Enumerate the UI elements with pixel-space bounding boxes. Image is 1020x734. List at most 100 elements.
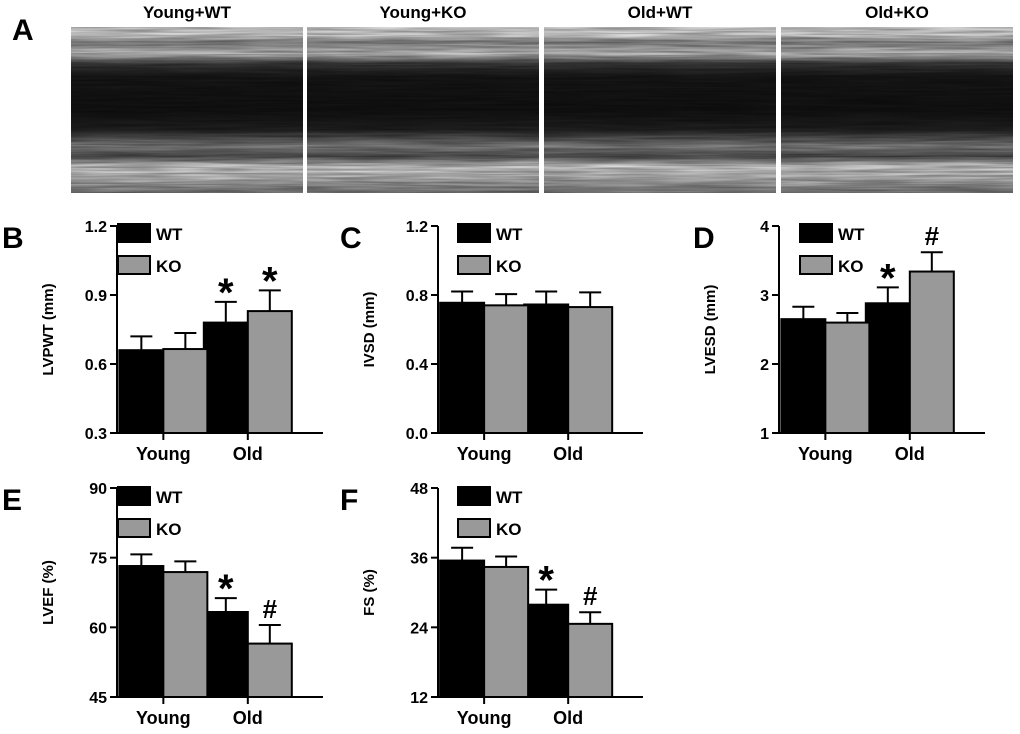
x-tick-label-d-old: Old bbox=[895, 444, 925, 464]
bar-d-wt-young bbox=[780, 318, 827, 434]
bar-charts: B LVPWT (mm) * * 0.3 0.6 0.9 1.2 Young Old WT KO C IV… bbox=[2, 219, 985, 728]
legend-swatch-e-wt bbox=[117, 486, 151, 506]
bar-f-wt-old bbox=[523, 603, 570, 698]
legend-label-b-wt: WT bbox=[156, 225, 183, 244]
x-tick-label-f-young: Young bbox=[457, 708, 512, 728]
bar-b-ko-old bbox=[246, 310, 293, 435]
bar-e-wt-old bbox=[202, 611, 249, 698]
panel-letter-a: A bbox=[12, 14, 34, 47]
bar-c-ko-old bbox=[567, 306, 614, 435]
chart-d: D LVESD (mm) * #1 2 3 4 Young Old WT KO bbox=[693, 219, 985, 464]
legend-swatch-b-wt bbox=[117, 223, 151, 243]
y-axis-label-f: FS (%) bbox=[361, 569, 378, 616]
panel-a-title-young-ko: Young+KO bbox=[379, 3, 466, 22]
chart-b: B LVPWT (mm) * * 0.3 0.6 0.9 1.2 Young Old WT KO bbox=[2, 219, 323, 464]
y-tick-label-c: 0.4 bbox=[406, 357, 428, 374]
y-tick-label-c: 1.2 bbox=[406, 219, 428, 236]
y-axis-label-b: LVPWT (mm) bbox=[40, 283, 57, 375]
legend-swatch-c-ko bbox=[457, 255, 491, 275]
y-tick-label-e: 90 bbox=[89, 481, 107, 498]
bar-f-ko-old bbox=[567, 622, 614, 698]
significance-f-ko: # bbox=[583, 581, 598, 611]
mmode-image-young-ko bbox=[307, 27, 539, 193]
x-tick-label-b-young: Young bbox=[136, 444, 191, 464]
x-tick-label-e-old: Old bbox=[233, 708, 263, 728]
y-tick-label-e: 75 bbox=[89, 551, 107, 568]
chart-e: E LVEF (%) * #45 60 75 90 Young Old WT KO bbox=[2, 481, 323, 728]
x-tick-label-f-old: Old bbox=[553, 708, 583, 728]
x-tick-label-b-old: Old bbox=[233, 444, 263, 464]
y-tick-label-c: 0.8 bbox=[406, 288, 428, 305]
bar-e-ko-young bbox=[162, 571, 209, 699]
bar-d-ko-old bbox=[908, 270, 955, 435]
y-tick-label-e: 45 bbox=[89, 690, 107, 707]
significance-e-wt: * bbox=[218, 567, 234, 611]
bar-c-wt-young bbox=[439, 301, 486, 435]
chart-f: F FS (%) * #12 24 36 48 Young Old WT KO bbox=[340, 481, 643, 728]
y-tick-label-d: 1 bbox=[760, 426, 769, 443]
y-axis-label-e: LVEF (%) bbox=[40, 560, 57, 625]
y-tick-label-b: 0.9 bbox=[85, 288, 107, 305]
y-tick-label-b: 0.6 bbox=[85, 357, 107, 374]
significance-d-wt: * bbox=[880, 256, 896, 300]
panel-letter-c: C bbox=[340, 222, 362, 255]
significance-b-wt: * bbox=[218, 271, 234, 315]
bar-c-wt-old bbox=[523, 303, 570, 434]
panel-letter-f: F bbox=[340, 484, 358, 517]
y-tick-label-f: 12 bbox=[410, 690, 428, 707]
mmode-image-old-ko bbox=[781, 27, 1013, 193]
significance-d-ko: # bbox=[925, 221, 940, 251]
legend-label-f-wt: WT bbox=[496, 488, 523, 507]
legend-label-e-wt: WT bbox=[156, 488, 183, 507]
y-tick-label-b: 1.2 bbox=[85, 219, 107, 236]
legend-label-e-ko: KO bbox=[156, 520, 182, 539]
y-tick-label-d: 2 bbox=[760, 357, 769, 374]
legend-label-c-ko: KO bbox=[496, 257, 522, 276]
x-tick-label-c-young: Young bbox=[457, 444, 512, 464]
x-tick-label-e-young: Young bbox=[136, 708, 191, 728]
bar-f-ko-young bbox=[483, 565, 530, 699]
y-tick-label-f: 24 bbox=[410, 620, 428, 637]
legend-label-c-wt: WT bbox=[496, 225, 523, 244]
legend-swatch-c-wt bbox=[457, 223, 491, 243]
y-axis-label-d: LVESD (mm) bbox=[702, 285, 719, 375]
legend-label-d-wt: WT bbox=[838, 225, 865, 244]
bar-e-ko-old bbox=[246, 642, 293, 698]
legend-swatch-f-ko bbox=[457, 518, 491, 538]
bar-d-wt-old bbox=[864, 302, 911, 434]
significance-f-wt: * bbox=[538, 559, 554, 603]
legend-label-b-ko: KO bbox=[156, 257, 182, 276]
y-tick-label-f: 48 bbox=[410, 481, 428, 498]
legend-swatch-b-ko bbox=[117, 255, 151, 275]
y-tick-label-d: 4 bbox=[760, 219, 769, 236]
bar-f-wt-young bbox=[439, 559, 486, 699]
mmode-image-old-wt bbox=[544, 27, 776, 193]
y-tick-label-e: 60 bbox=[89, 620, 107, 637]
bar-e-wt-young bbox=[118, 565, 165, 698]
panel-a-title-old-ko: Old+KO bbox=[865, 3, 929, 22]
legend-swatch-f-wt bbox=[457, 486, 491, 506]
bar-c-ko-young bbox=[483, 304, 530, 435]
bar-b-wt-old bbox=[202, 321, 249, 435]
y-tick-label-d: 3 bbox=[760, 288, 769, 305]
legend-swatch-d-ko bbox=[799, 255, 833, 275]
panel-letter-d: D bbox=[693, 222, 715, 255]
y-tick-label-b: 0.3 bbox=[85, 426, 107, 443]
y-tick-label-f: 36 bbox=[410, 551, 428, 568]
chart-c: C IVSD (mm) 0.0 0.4 0.8 1.2 Young Old WT KO bbox=[340, 219, 643, 464]
bar-b-ko-young bbox=[162, 348, 209, 434]
legend-label-f-ko: KO bbox=[496, 520, 522, 539]
significance-b-ko: * bbox=[262, 259, 278, 303]
y-tick-label-c: 0.0 bbox=[406, 426, 428, 443]
significance-e-ko: # bbox=[263, 594, 278, 624]
legend-swatch-d-wt bbox=[799, 223, 833, 243]
x-tick-label-c-old: Old bbox=[553, 444, 583, 464]
x-tick-label-d-young: Young bbox=[798, 444, 853, 464]
bar-d-ko-young bbox=[824, 321, 871, 435]
panel-a-title-old-wt: Old+WT bbox=[628, 3, 693, 22]
panel-letter-e: E bbox=[2, 484, 22, 517]
legend-label-d-ko: KO bbox=[838, 257, 864, 276]
bar-b-wt-young bbox=[118, 349, 165, 435]
panel-a: A Young+WT Young+KO Old+WT Old+KO bbox=[12, 3, 1013, 193]
